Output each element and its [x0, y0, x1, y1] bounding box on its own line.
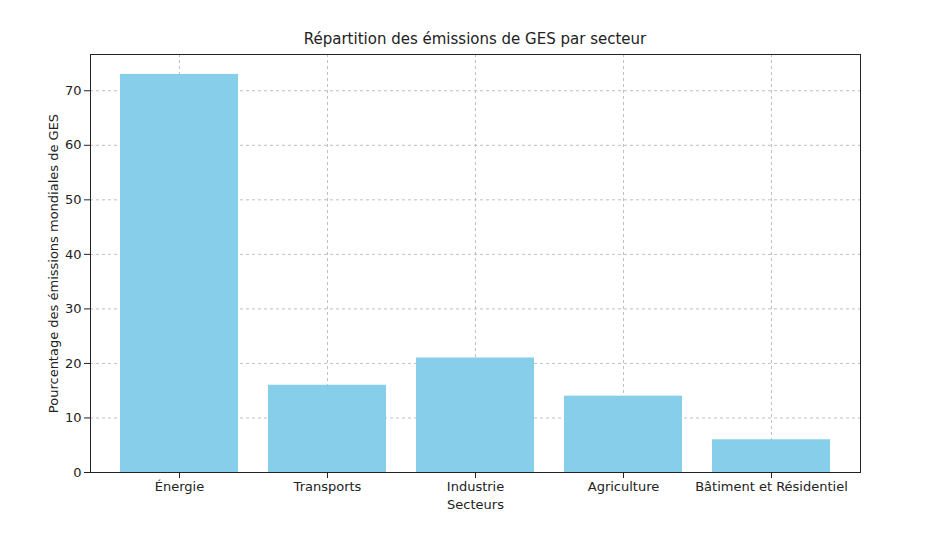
svg-text:10: 10 — [65, 410, 82, 425]
svg-text:20: 20 — [65, 356, 82, 371]
svg-text:Énergie: Énergie — [155, 479, 204, 494]
svg-text:70: 70 — [65, 83, 82, 98]
svg-text:0: 0 — [73, 465, 81, 480]
svg-text:50: 50 — [65, 192, 82, 207]
svg-text:30: 30 — [65, 301, 82, 316]
html-text:Répartition des émissions de G: Répartition des émissions de GES par sec… — [303, 30, 647, 48]
svg-text:Industrie: Industrie — [447, 479, 504, 494]
svg-text:Bâtiment et Résidentiel: Bâtiment et Résidentiel — [695, 479, 848, 494]
svg-text:Transports: Transports — [293, 479, 362, 494]
svg-text:Pourcentage des émissions mond: Pourcentage des émissions mondiales de G… — [46, 114, 61, 413]
svg-text:60: 60 — [65, 137, 82, 152]
svg-text:40: 40 — [65, 247, 82, 262]
svg-text:Secteurs: Secteurs — [447, 497, 504, 512]
svg-text:Agriculture: Agriculture — [588, 479, 660, 494]
